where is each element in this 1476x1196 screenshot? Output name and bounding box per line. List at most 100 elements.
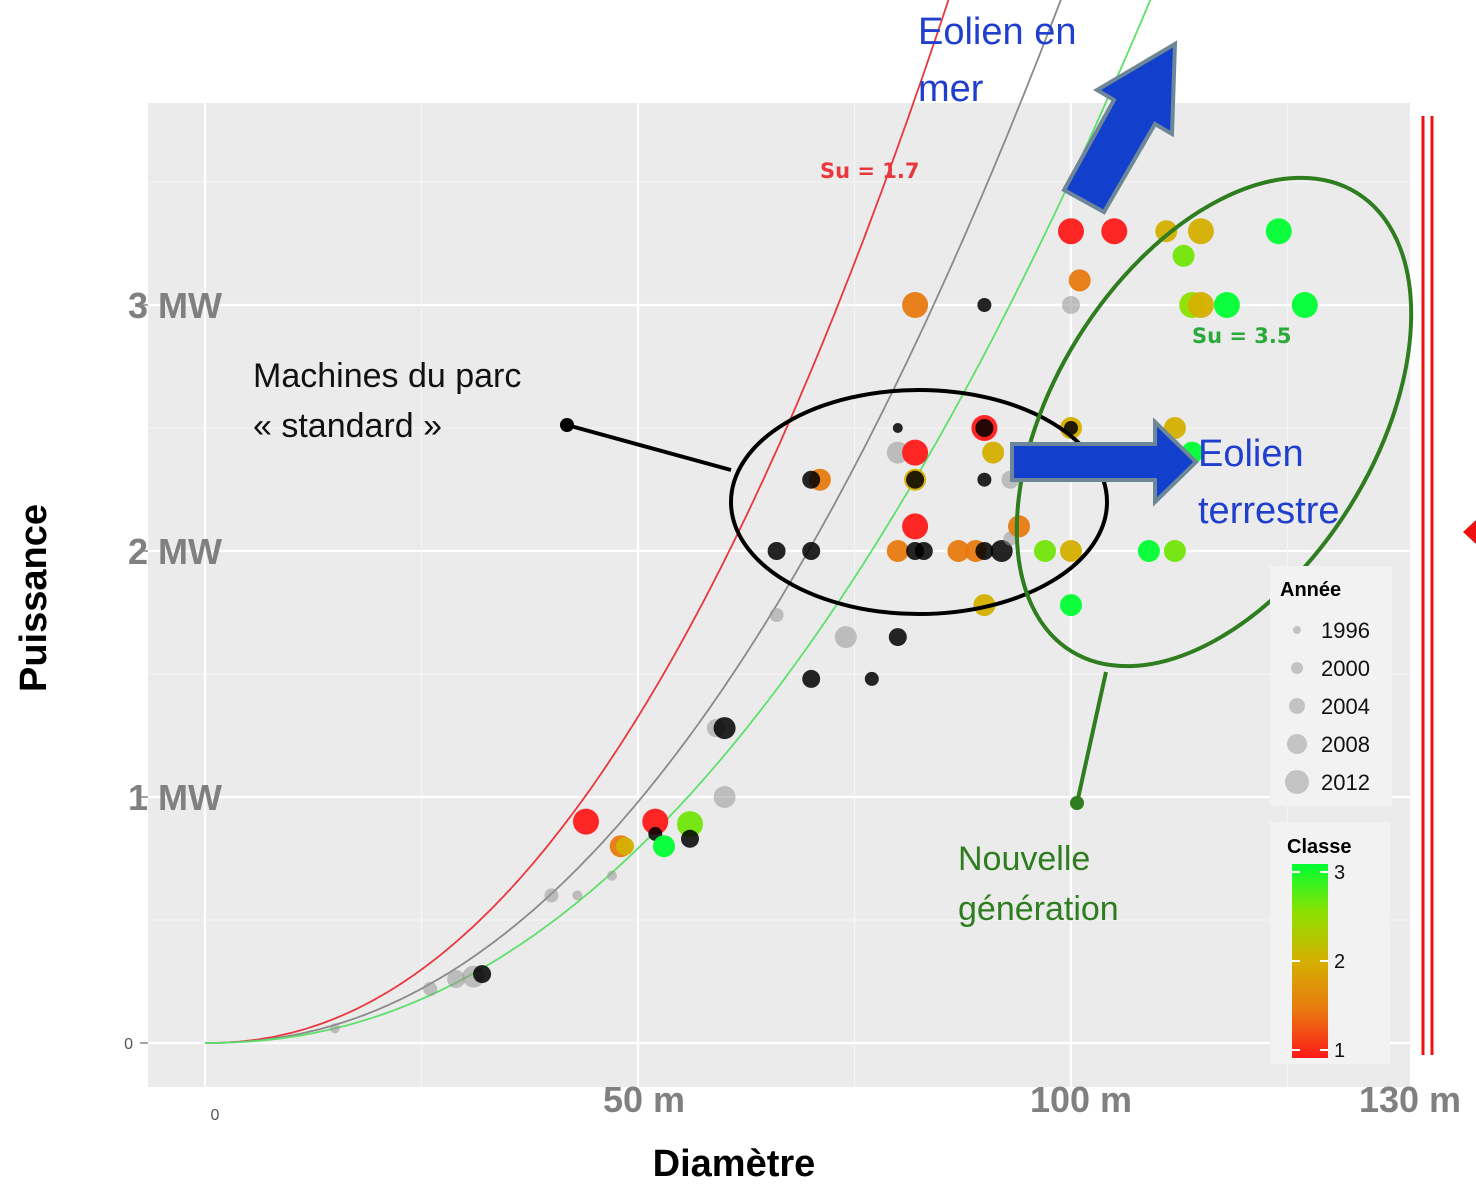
- data-point: [677, 811, 703, 838]
- curve-3: [205, 0, 1152, 1044]
- legend-year-label: 2008: [1321, 732, 1370, 757]
- data-point: [1265, 218, 1292, 245]
- legend-year-swatch: [1285, 770, 1309, 794]
- data-point: [902, 439, 929, 466]
- annotation-nouvelle-line1: Nouvelle: [958, 840, 1090, 878]
- data-point: [914, 542, 933, 560]
- data-point: [864, 671, 879, 686]
- data-point: [802, 669, 821, 688]
- curve-1: [205, 0, 950, 1044]
- data-point: [681, 829, 699, 848]
- legend-classe-tick-3: 3: [1334, 862, 1345, 884]
- data-point: [1172, 244, 1195, 267]
- annotation-offshore-line2: mer: [918, 68, 984, 110]
- annotation-onshore-line2: terrestre: [1198, 490, 1339, 532]
- data-point: [906, 470, 925, 489]
- legend-year-swatch: [1291, 662, 1303, 674]
- data-point: [447, 970, 466, 988]
- data-point: [1068, 269, 1091, 292]
- data-point: [902, 292, 929, 318]
- data-point: [1163, 540, 1186, 562]
- x-tick-label: 0: [211, 1107, 220, 1124]
- data-point: [713, 786, 736, 808]
- curve-2: [205, 0, 1062, 1044]
- data-point: [573, 808, 599, 835]
- data-point: [886, 540, 909, 562]
- data-point: [653, 835, 675, 858]
- data-point: [329, 1023, 340, 1034]
- annotation-onshore-line1: Eolien: [1198, 433, 1304, 475]
- y-axis-title: Puissance: [13, 504, 55, 692]
- annotation-standard-line2: « standard »: [253, 407, 442, 445]
- legend-year-label: 2012: [1321, 770, 1370, 795]
- data-point: [947, 540, 970, 562]
- data-point: [1291, 292, 1318, 318]
- legend-year-title: Année: [1280, 579, 1341, 601]
- annotation-offshore-line1: Eolien en: [918, 11, 1076, 53]
- data-point: [1060, 540, 1082, 562]
- data-point: [1101, 218, 1128, 245]
- data-point: [769, 608, 784, 622]
- offshore-arrow: [1061, 40, 1178, 215]
- data-point: [544, 888, 559, 903]
- data-point: [977, 472, 992, 487]
- legend-classe-title: Classe: [1287, 836, 1352, 858]
- data-point: [1062, 296, 1080, 314]
- data-point: [1213, 292, 1240, 318]
- data-point: [1187, 218, 1214, 245]
- data-point: [886, 441, 909, 464]
- data-point: [473, 965, 492, 984]
- nouvelle-leader-dot: [1070, 796, 1084, 810]
- data-point: [1060, 594, 1082, 617]
- data-point: [713, 717, 736, 740]
- curve-label-su-1-7: Su = 1.7: [820, 159, 920, 183]
- data-point: [616, 837, 634, 856]
- data-point: [990, 540, 1013, 562]
- plot-panel: [148, 103, 1410, 1087]
- annotation-standard-line1: Machines du parc: [253, 357, 521, 395]
- data-point: [767, 542, 786, 560]
- annotation-nouvelle-line2: génération: [958, 890, 1119, 928]
- data-point: [1034, 540, 1056, 562]
- legend-year-label: 2000: [1321, 656, 1370, 681]
- legend-year: Année 1996 2000 2004 2008 2012: [1270, 566, 1392, 806]
- standard-leader-line: [566, 423, 732, 472]
- data-point: [975, 419, 994, 437]
- data-point: [977, 298, 992, 312]
- nouvelle-leader-line: [1075, 671, 1108, 804]
- legend-classe-tick-1: 1: [1334, 1040, 1345, 1062]
- legend-year-label: 2004: [1321, 694, 1370, 719]
- red-diamond-marker: [1463, 520, 1476, 544]
- data-point: [892, 423, 903, 433]
- data-point: [1187, 292, 1214, 318]
- legend-classe-tick-2: 2: [1334, 951, 1345, 973]
- data-point: [802, 470, 821, 489]
- data-point: [902, 513, 929, 540]
- data-point: [1137, 540, 1160, 562]
- y-tick-label: 0: [124, 1036, 133, 1053]
- curve-label-su-3-5: Su = 3.5: [1192, 324, 1292, 348]
- legend-year-swatch: [1293, 626, 1301, 634]
- onshore-arrow: [1010, 417, 1199, 507]
- data-point: [607, 870, 617, 881]
- data-points: [329, 218, 1318, 1034]
- x-axis-ticks: 0 50 m 100 m 130 m: [211, 1079, 1461, 1124]
- legend-classe: Classe 3 2 1: [1270, 822, 1390, 1064]
- data-point: [888, 628, 907, 647]
- legend-year-swatch: [1289, 698, 1305, 714]
- data-point: [572, 890, 583, 901]
- data-point: [1058, 218, 1084, 245]
- legend-year-swatch: [1287, 734, 1307, 754]
- data-point: [802, 542, 821, 560]
- fit-curves: [205, 0, 1152, 1044]
- data-point: [1008, 515, 1030, 538]
- data-point: [642, 808, 669, 835]
- x-axis-title: Diamètre: [653, 1143, 816, 1185]
- standard-leader-dot: [560, 418, 574, 432]
- data-point: [982, 441, 1005, 464]
- data-point: [1155, 220, 1178, 243]
- data-point: [834, 626, 857, 649]
- data-point: [423, 981, 438, 996]
- x-tick-label: 50 m: [603, 1079, 685, 1120]
